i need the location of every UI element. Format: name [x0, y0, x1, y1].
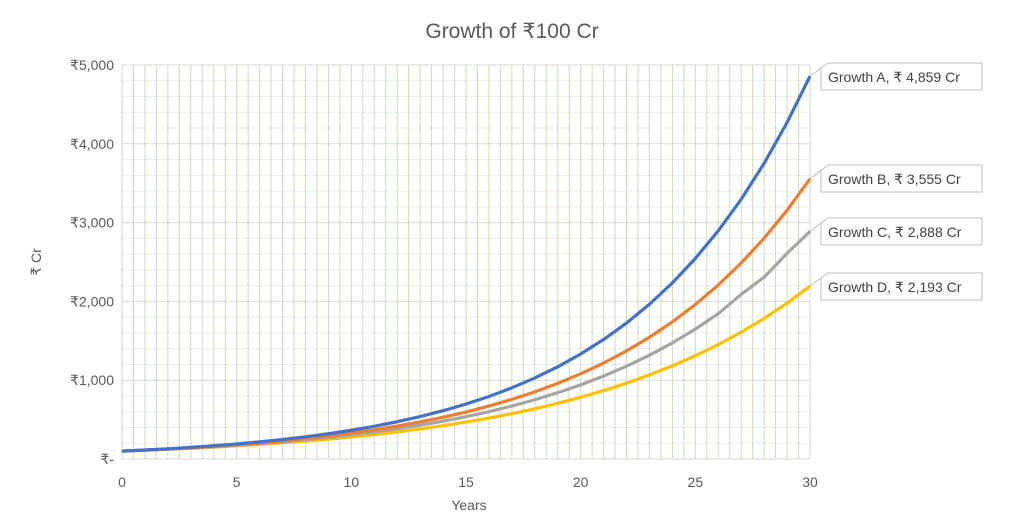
y-axis-label: ₹ Cr: [28, 248, 44, 276]
data-label-text: Growth D, ₹ 2,193 Cr: [828, 279, 962, 295]
x-tick-label: 30: [802, 474, 818, 490]
series-line-growth-a: [121, 75, 812, 453]
series-end-labels: Growth A, ₹ 4,859 Cr Growth B, ₹ 3,555 Cr…: [809, 62, 983, 301]
x-tick-label: 20: [573, 474, 589, 490]
data-label-growth-c: Growth C, ₹ 2,888 Cr: [809, 217, 983, 246]
y-tick-label: ₹-: [100, 451, 114, 467]
gridlines: [121, 64, 811, 460]
data-label-text: Growth B, ₹ 3,555 Cr: [828, 171, 961, 187]
x-tick-label: 10: [344, 474, 360, 490]
series-lines: [121, 75, 812, 453]
chart-title: Growth of ₹100 Cr: [425, 20, 598, 43]
data-label-growth-b: Growth B, ₹ 3,555 Cr: [809, 164, 983, 193]
data-label-text: Growth A, ₹ 4,859 Cr: [828, 69, 960, 85]
x-tick-label: 15: [458, 474, 474, 490]
y-tick-label: ₹3,000: [70, 215, 114, 231]
x-tick-label: 25: [688, 474, 704, 490]
data-label-growth-a: Growth A, ₹ 4,859 Cr: [809, 62, 983, 91]
data-label-text: Growth C, ₹ 2,888 Cr: [828, 224, 962, 240]
x-axis-ticks: 0 5 10 15 20 25 30: [118, 474, 818, 490]
x-tick-label: 5: [233, 474, 241, 490]
y-tick-label: ₹1,000: [70, 372, 114, 388]
data-label-growth-d: Growth D, ₹ 2,193 Cr: [809, 272, 983, 301]
y-tick-label: ₹2,000: [70, 293, 114, 309]
y-axis-ticks: ₹- ₹1,000 ₹2,000 ₹3,000 ₹4,000 ₹5,000: [70, 57, 114, 467]
y-tick-label: ₹5,000: [70, 57, 114, 73]
y-tick-label: ₹4,000: [70, 136, 114, 152]
x-tick-label: 0: [118, 474, 126, 490]
x-axis-label: Years: [451, 497, 486, 513]
